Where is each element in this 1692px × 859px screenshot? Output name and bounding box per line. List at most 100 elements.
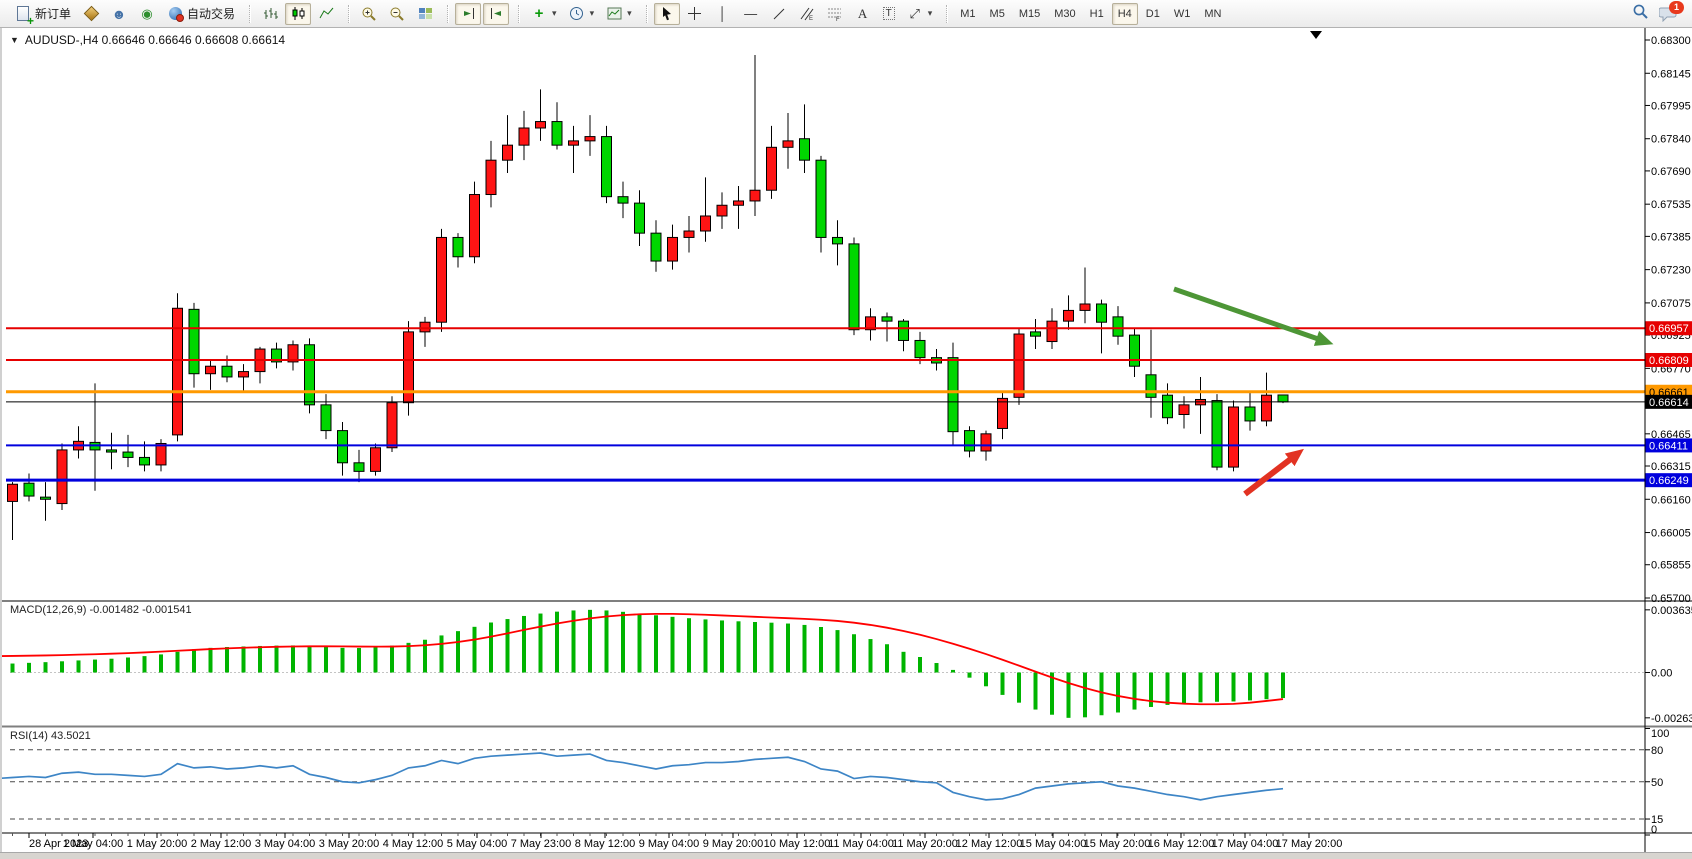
tile-windows-button[interactable] (412, 3, 438, 25)
symbol-dropdown-icon[interactable]: ▼ (10, 35, 19, 45)
periods-button[interactable]: ▾ (564, 3, 600, 25)
svg-text:0.67535: 0.67535 (1651, 199, 1691, 211)
shapes-button[interactable]: ⤢ ▾ (902, 3, 938, 25)
timeframe-h4-button[interactable]: H4 (1111, 2, 1138, 25)
bar-chart-button[interactable] (257, 3, 283, 25)
toolbar-group-drawing: │ — E F A T ⤢ ▾ (642, 0, 943, 28)
svg-text:1 May 04:00: 1 May 04:00 (63, 838, 124, 850)
chart-shift-button[interactable] (483, 2, 510, 25)
svg-text:0.68145: 0.68145 (1651, 68, 1691, 80)
candle-chart-button[interactable] (285, 2, 312, 25)
new-order-icon (15, 6, 34, 27)
bullish-bounce-arrow[interactable] (1243, 448, 1304, 497)
channel-button[interactable]: E (794, 3, 820, 25)
cursor-button[interactable] (653, 2, 680, 25)
svg-text:12 May 12:00: 12 May 12:00 (956, 838, 1023, 850)
zoom-out-icon (389, 6, 405, 22)
bearish-projection-arrow[interactable] (1173, 286, 1334, 346)
svg-text:F: F (836, 17, 840, 21)
candlestick-icon (290, 6, 306, 22)
zoom-out-button[interactable] (384, 3, 410, 25)
zoom-in-button[interactable] (356, 3, 382, 25)
svg-text:9 May 20:00: 9 May 20:00 (703, 838, 764, 850)
cursor-icon (659, 6, 675, 22)
crosshair-icon (687, 6, 703, 22)
rsi-label: RSI(14) 43.5021 (10, 730, 91, 742)
styles-button[interactable] (78, 3, 104, 25)
new-order-button[interactable]: 新订单 (10, 3, 76, 27)
svg-text:0: 0 (1651, 824, 1657, 836)
fibonacci-button[interactable]: F (822, 3, 848, 25)
price-chart-canvas[interactable]: 0.68300 0.68145 0.67995 0.67840 0.67690 0.675… (2, 28, 1692, 859)
svg-text:11 May 04:00: 11 May 04:00 (828, 838, 894, 850)
text-icon: A (857, 5, 868, 21)
svg-text:3 May 20:00: 3 May 20:00 (319, 838, 380, 850)
add-indicator-icon: + (534, 5, 544, 22)
vline-button[interactable]: │ (710, 3, 736, 25)
signals-button[interactable]: ◉ (134, 3, 160, 25)
timeframe-h1-button[interactable]: H1 (1084, 3, 1110, 25)
macd-panel: 0.003635 0.00 -0.00263 (2, 605, 1692, 725)
clock-icon (569, 6, 585, 22)
svg-text:100: 100 (1651, 728, 1669, 740)
timeframe-m1-button[interactable]: M1 (954, 3, 981, 25)
indicators-button[interactable]: + ▾ (526, 3, 562, 25)
svg-text:0.003635: 0.003635 (1651, 605, 1692, 617)
timeframe-mn-button[interactable]: MN (1198, 3, 1227, 25)
channel-icon: E (799, 6, 815, 22)
notifications-icon[interactable]: 1 (1659, 1, 1684, 22)
svg-text:0.66465: 0.66465 (1651, 429, 1691, 441)
toolbar-group-trade: 新订单 ☻ ◉ 自动交易 (4, 0, 245, 28)
svg-text:0.66614: 0.66614 (1649, 397, 1689, 409)
price-axis: 0.68300 0.68145 0.67995 0.67840 0.67690 0.675… (1645, 35, 1691, 605)
chevron-down-icon: ▾ (627, 8, 632, 18)
timeframe-m30-button[interactable]: M30 (1048, 3, 1081, 25)
svg-text:7 May 23:00: 7 May 23:00 (511, 838, 572, 850)
label-button[interactable]: T (878, 3, 900, 25)
toolbar-group-scroll (443, 0, 514, 28)
timeframe-d1-button[interactable]: D1 (1140, 3, 1166, 25)
signal-icon: ◉ (141, 5, 153, 21)
chevron-down-icon: ▾ (589, 8, 595, 18)
svg-text:0.66809: 0.66809 (1649, 355, 1689, 367)
svg-text:-0.00263: -0.00263 (1651, 713, 1692, 725)
svg-text:8 May 12:00: 8 May 12:00 (575, 838, 636, 850)
rsi-line (2, 752, 1284, 801)
arrows-icon: ⤢ (909, 5, 920, 21)
svg-text:16 May 12:00: 16 May 12:00 (1148, 838, 1215, 850)
timeframe-m15-button[interactable]: M15 (1013, 3, 1046, 25)
style-diamond-icon (83, 5, 99, 22)
svg-text:15: 15 (1651, 814, 1663, 826)
crosshair-button[interactable] (682, 3, 708, 25)
search-icon[interactable] (1632, 3, 1649, 25)
text-button[interactable]: A (850, 3, 876, 25)
svg-text:1 May 20:00: 1 May 20:00 (127, 838, 188, 850)
toolbar-right: 1 (1632, 1, 1692, 25)
svg-text:0.67840: 0.67840 (1651, 134, 1691, 146)
svg-text:0.68300: 0.68300 (1651, 35, 1691, 47)
svg-text:0.00: 0.00 (1651, 668, 1672, 680)
auto-scroll-button[interactable] (455, 2, 482, 25)
hline-button[interactable]: — (738, 3, 764, 25)
chart-window[interactable]: 0.68300 0.68145 0.67995 0.67840 0.67690 0.675… (0, 28, 1692, 859)
profile-button[interactable]: ☻ (106, 3, 132, 25)
toolbar-group-zoom (344, 0, 443, 28)
trendline-icon (771, 6, 787, 22)
templates-button[interactable]: ▾ (601, 3, 637, 25)
timeframe-w1-button[interactable]: W1 (1168, 3, 1197, 25)
macd-signal-line (2, 612, 1284, 706)
svg-text:0.67385: 0.67385 (1651, 231, 1691, 243)
line-chart-icon (318, 6, 334, 22)
svg-text:10 May 12:00: 10 May 12:00 (764, 838, 831, 850)
trendline-button[interactable] (766, 3, 792, 25)
timeframe-m5-button[interactable]: M5 (984, 3, 1011, 25)
chart-title: ▼ AUDUSD-,H4 0.66646 0.66646 0.66608 0.6… (10, 33, 285, 47)
auto-trading-button[interactable]: 自动交易 (162, 3, 240, 25)
svg-text:0.67230: 0.67230 (1651, 265, 1691, 277)
line-chart-button[interactable] (313, 3, 339, 25)
horizontal-level-lines[interactable] (6, 327, 1645, 482)
candlestick-series (7, 55, 1289, 541)
chart-shift-marker[interactable] (1310, 31, 1322, 39)
svg-text:28 Apr 2023: 28 Apr 2023 (29, 838, 88, 850)
